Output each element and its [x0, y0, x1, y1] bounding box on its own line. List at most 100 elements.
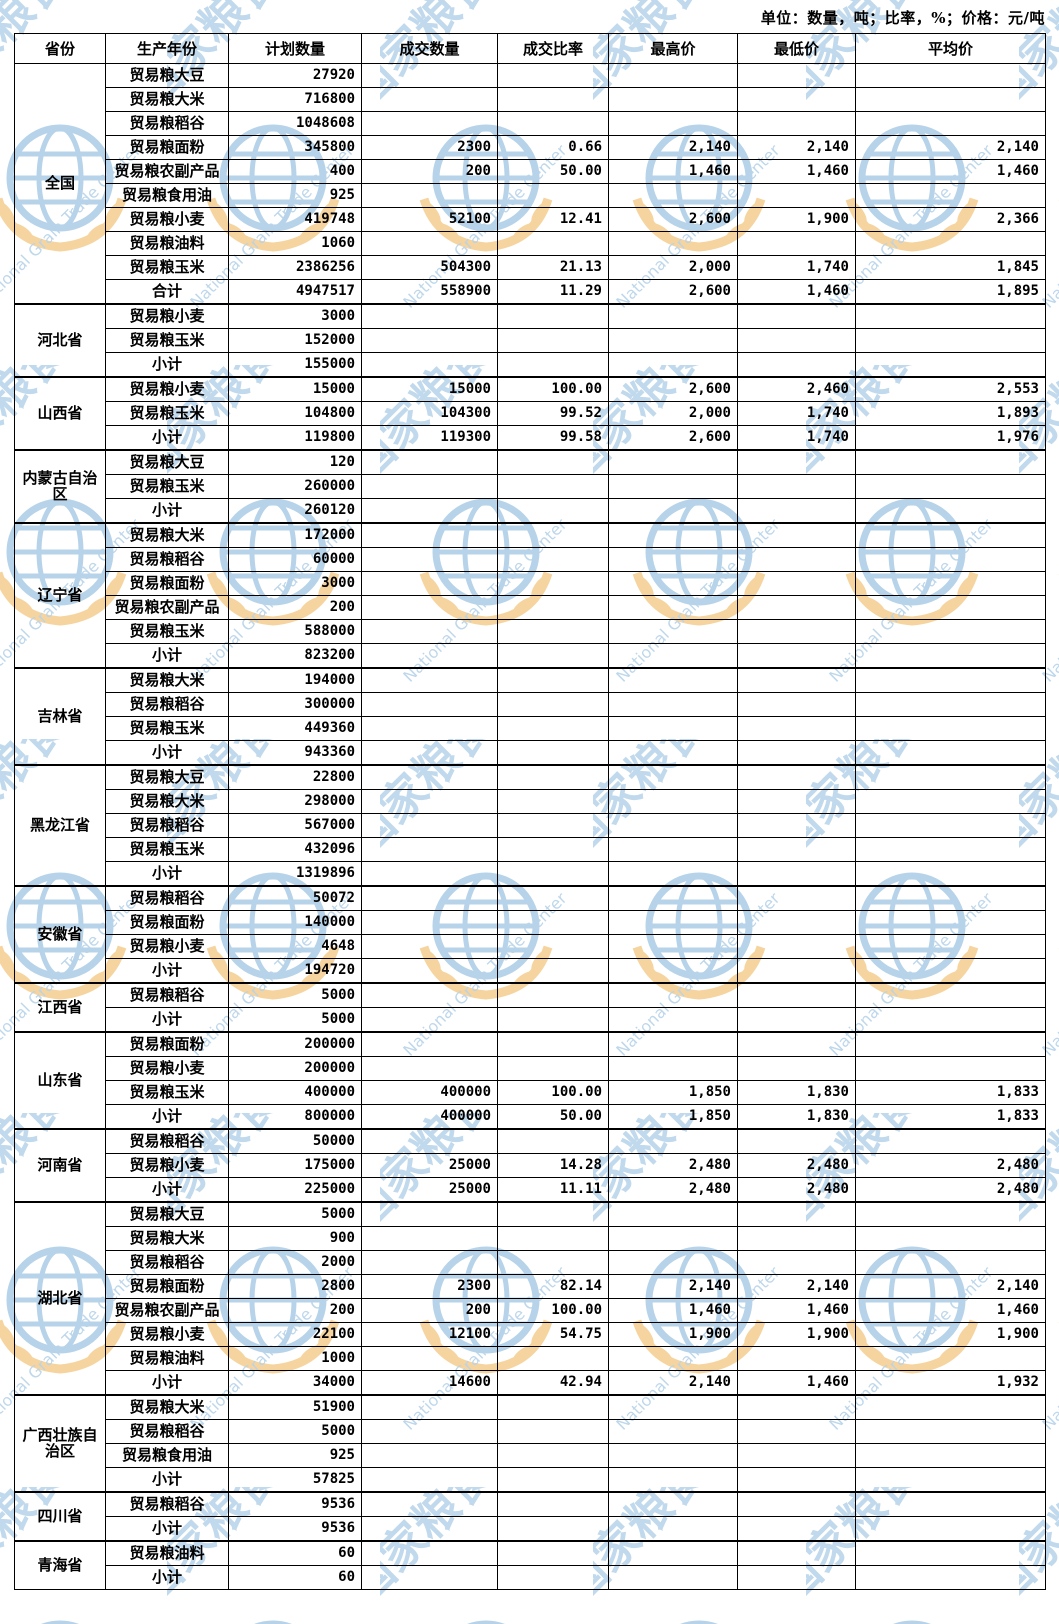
- cell-plan: 800000: [228, 1104, 362, 1130]
- cell-avg: [855, 1419, 1046, 1444]
- cell-high: [608, 571, 738, 596]
- cell-plan: 50000: [228, 1128, 362, 1154]
- cell-low: 1,830: [737, 1104, 856, 1130]
- table-row: 辽宁省 贸易粮大米 172000: [14, 522, 1046, 669]
- cell-plan: 172000: [228, 522, 362, 548]
- cell-avg: [855, 789, 1046, 814]
- cell-avg: [855, 1056, 1046, 1081]
- cell-deal: [361, 1250, 498, 1275]
- cell-avg: [855, 498, 1046, 524]
- item-cell: 贸易粮油料: [105, 1346, 229, 1371]
- cell-avg: [855, 643, 1046, 669]
- item-cell: 贸易粮稻谷: [105, 1419, 229, 1444]
- item-cell: 小计: [105, 1104, 229, 1130]
- cell-deal: 558900: [361, 279, 498, 305]
- cell-low: 1,460: [737, 1370, 856, 1396]
- item-cell: 小计: [105, 643, 229, 669]
- cell-avg: [855, 183, 1046, 208]
- cell-low: 1,900: [737, 1322, 856, 1347]
- cell-low: [737, 352, 856, 378]
- cell-avg: [855, 231, 1046, 256]
- cell-deal: [361, 1565, 498, 1590]
- cell-plan: 400000: [228, 1080, 362, 1105]
- cell-deal: [361, 837, 498, 862]
- cell-high: 1,850: [608, 1104, 738, 1130]
- cell-avg: [855, 595, 1046, 620]
- item-cell: 贸易粮大米: [105, 1226, 229, 1251]
- cell-plan: 152000: [228, 328, 362, 353]
- cell-low: [737, 474, 856, 499]
- cell-low: [737, 1516, 856, 1542]
- cell-deal: [361, 1540, 498, 1566]
- table-row: 贸易粮大米 716800: [15, 87, 1046, 112]
- cell-ratio: [497, 861, 609, 887]
- cell-deal: 104300: [361, 401, 498, 426]
- cell-high: [608, 231, 738, 256]
- item-cell: 小计: [105, 861, 229, 887]
- table-row: 贸易粮玉米 104800 104300 99.52 2,000 1,740 1,893: [15, 401, 1046, 426]
- cell-ratio: [497, 764, 609, 790]
- item-cell: 贸易粮小麦: [105, 207, 229, 232]
- cell-plan: 27920: [228, 63, 362, 88]
- cell-avg: [855, 740, 1046, 766]
- cell-deal: [361, 474, 498, 499]
- cell-high: [608, 1250, 738, 1275]
- cell-plan: 419748: [228, 207, 362, 232]
- table-row: 小计 1319896: [15, 861, 1046, 887]
- cell-deal: [361, 1419, 498, 1444]
- table-row: 贸易粮农副产品 200 200 100.00 1,460 1,460 1,460: [15, 1298, 1046, 1323]
- cell-plan: 194000: [228, 667, 362, 693]
- province-cell: 四川省: [14, 1491, 106, 1542]
- table-row: 贸易粮食用油 925: [15, 183, 1046, 208]
- cell-avg: [855, 1007, 1046, 1033]
- cell-avg: [855, 1128, 1046, 1154]
- cell-deal: 400000: [361, 1104, 498, 1130]
- cell-plan: 140000: [228, 910, 362, 935]
- cell-avg: 2,480: [855, 1153, 1046, 1178]
- table-row: 合计 4947517 558900 11.29 2,600 1,460 1,895: [15, 279, 1046, 305]
- table-row: 小计 800000 400000 50.00 1,850 1,830 1,833: [15, 1104, 1046, 1130]
- item-cell: 小计: [105, 1177, 229, 1203]
- cell-plan: 345800: [228, 135, 362, 160]
- table-row: 小计 34000 14600 42.94 2,140 1,460 1,932: [15, 1370, 1046, 1396]
- table-row: 小计 823200: [15, 643, 1046, 669]
- item-cell: 贸易粮玉米: [105, 837, 229, 862]
- cell-deal: [361, 498, 498, 524]
- table-row: 贸易粮玉米 260000: [15, 474, 1046, 499]
- cell-low: [737, 547, 856, 572]
- cell-avg: [855, 449, 1046, 475]
- cell-avg: [855, 837, 1046, 862]
- cell-ratio: [497, 522, 609, 548]
- cell-low: [737, 934, 856, 959]
- cell-low: [737, 910, 856, 935]
- cell-low: 1,830: [737, 1080, 856, 1105]
- cell-plan: 15000: [228, 376, 362, 402]
- item-cell: 贸易粮大米: [105, 1394, 229, 1420]
- cell-plan: 432096: [228, 837, 362, 862]
- cell-deal: [361, 885, 498, 911]
- cell-deal: [361, 231, 498, 256]
- cell-ratio: [497, 474, 609, 499]
- item-cell: 贸易粮农副产品: [105, 1298, 229, 1323]
- cell-low: [737, 63, 856, 88]
- table-body: 全国 贸易粮大豆 27920 贸易粮大米 716800 贸易粮稻谷 1048608 贸易粮面粉…: [14, 63, 1046, 1590]
- column-header-deal: 成交数量: [361, 33, 498, 64]
- cell-ratio: [497, 1516, 609, 1542]
- cell-high: [608, 1394, 738, 1420]
- cell-ratio: [497, 982, 609, 1008]
- cell-ratio: [497, 1128, 609, 1154]
- province-cell: 辽宁省: [14, 522, 106, 669]
- cell-deal: [361, 1491, 498, 1517]
- cell-deal: 200: [361, 1298, 498, 1323]
- grain-trade-table: 省份 生产年份 计划数量 成交数量 成交比率 最高价 最低价 平均价 全国 贸易粮大豆 27920…: [14, 33, 1046, 1590]
- cell-high: [608, 547, 738, 572]
- cell-low: [737, 328, 856, 353]
- item-cell: 小计: [105, 425, 229, 451]
- cell-plan: 34000: [228, 1370, 362, 1396]
- cell-plan: 200: [228, 595, 362, 620]
- item-cell: 贸易粮油料: [105, 1540, 229, 1566]
- cell-plan: 1319896: [228, 861, 362, 887]
- cell-deal: [361, 1394, 498, 1420]
- item-cell: 贸易粮大米: [105, 789, 229, 814]
- cell-low: 1,460: [737, 159, 856, 184]
